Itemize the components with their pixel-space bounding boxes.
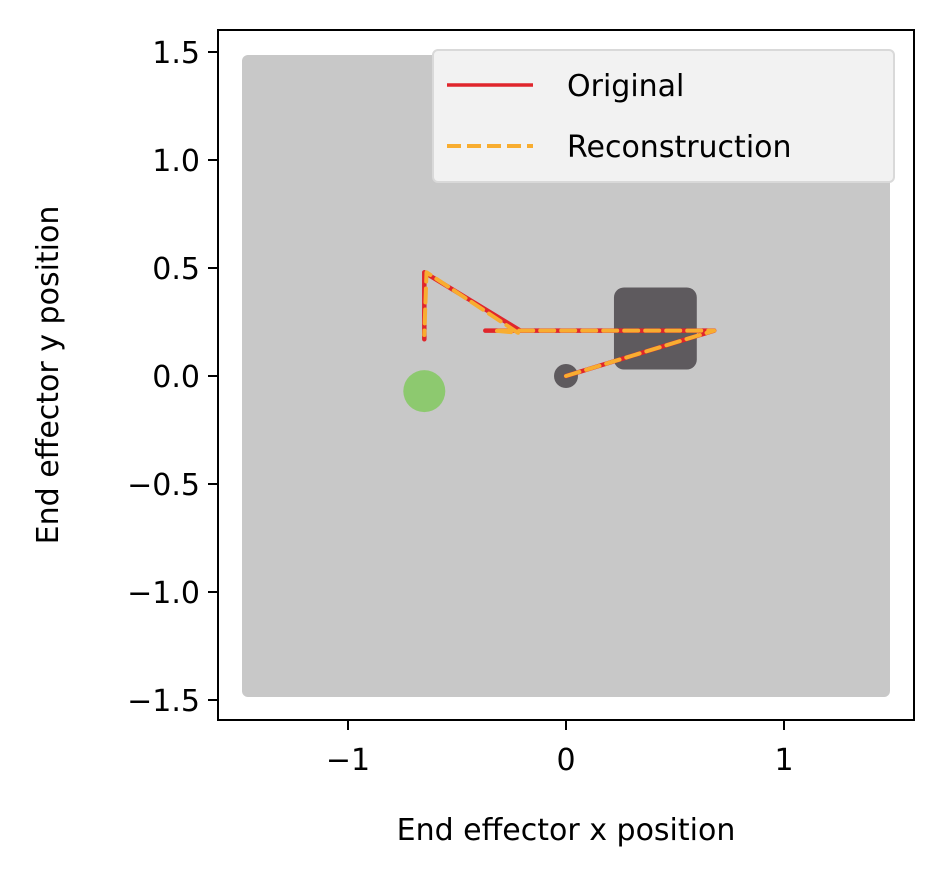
- y-axis-label: End effector y position: [31, 206, 66, 545]
- legend-label-reconstruction: Reconstruction: [567, 130, 792, 165]
- legend-label-original: Original: [567, 69, 684, 104]
- x-tick-label: 1: [774, 743, 793, 778]
- x-tick-label: −1: [326, 743, 370, 778]
- y-tick-label: 0.5: [152, 252, 200, 287]
- plot-area: [242, 55, 890, 697]
- x-axis-label: End effector x position: [397, 813, 736, 848]
- y-tick-label: −1.0: [127, 576, 200, 611]
- y-tick-label: 0.0: [152, 360, 200, 395]
- legend: Original Reconstruction: [432, 49, 895, 183]
- axis-ticks: −1 0 1 1.5 1.0 0.5 0.0 −0.5 −1.0 −1.5: [127, 36, 793, 778]
- y-tick-label: −0.5: [127, 468, 200, 503]
- series-line-reconstruction: [422, 270, 717, 378]
- x-tick-label: 0: [556, 743, 575, 778]
- goal-marker: [403, 370, 446, 413]
- y-tick-label: 1.0: [152, 144, 200, 179]
- y-tick-label: 1.5: [152, 36, 200, 71]
- legend-box: [432, 49, 895, 183]
- y-tick-label: −1.5: [127, 684, 200, 719]
